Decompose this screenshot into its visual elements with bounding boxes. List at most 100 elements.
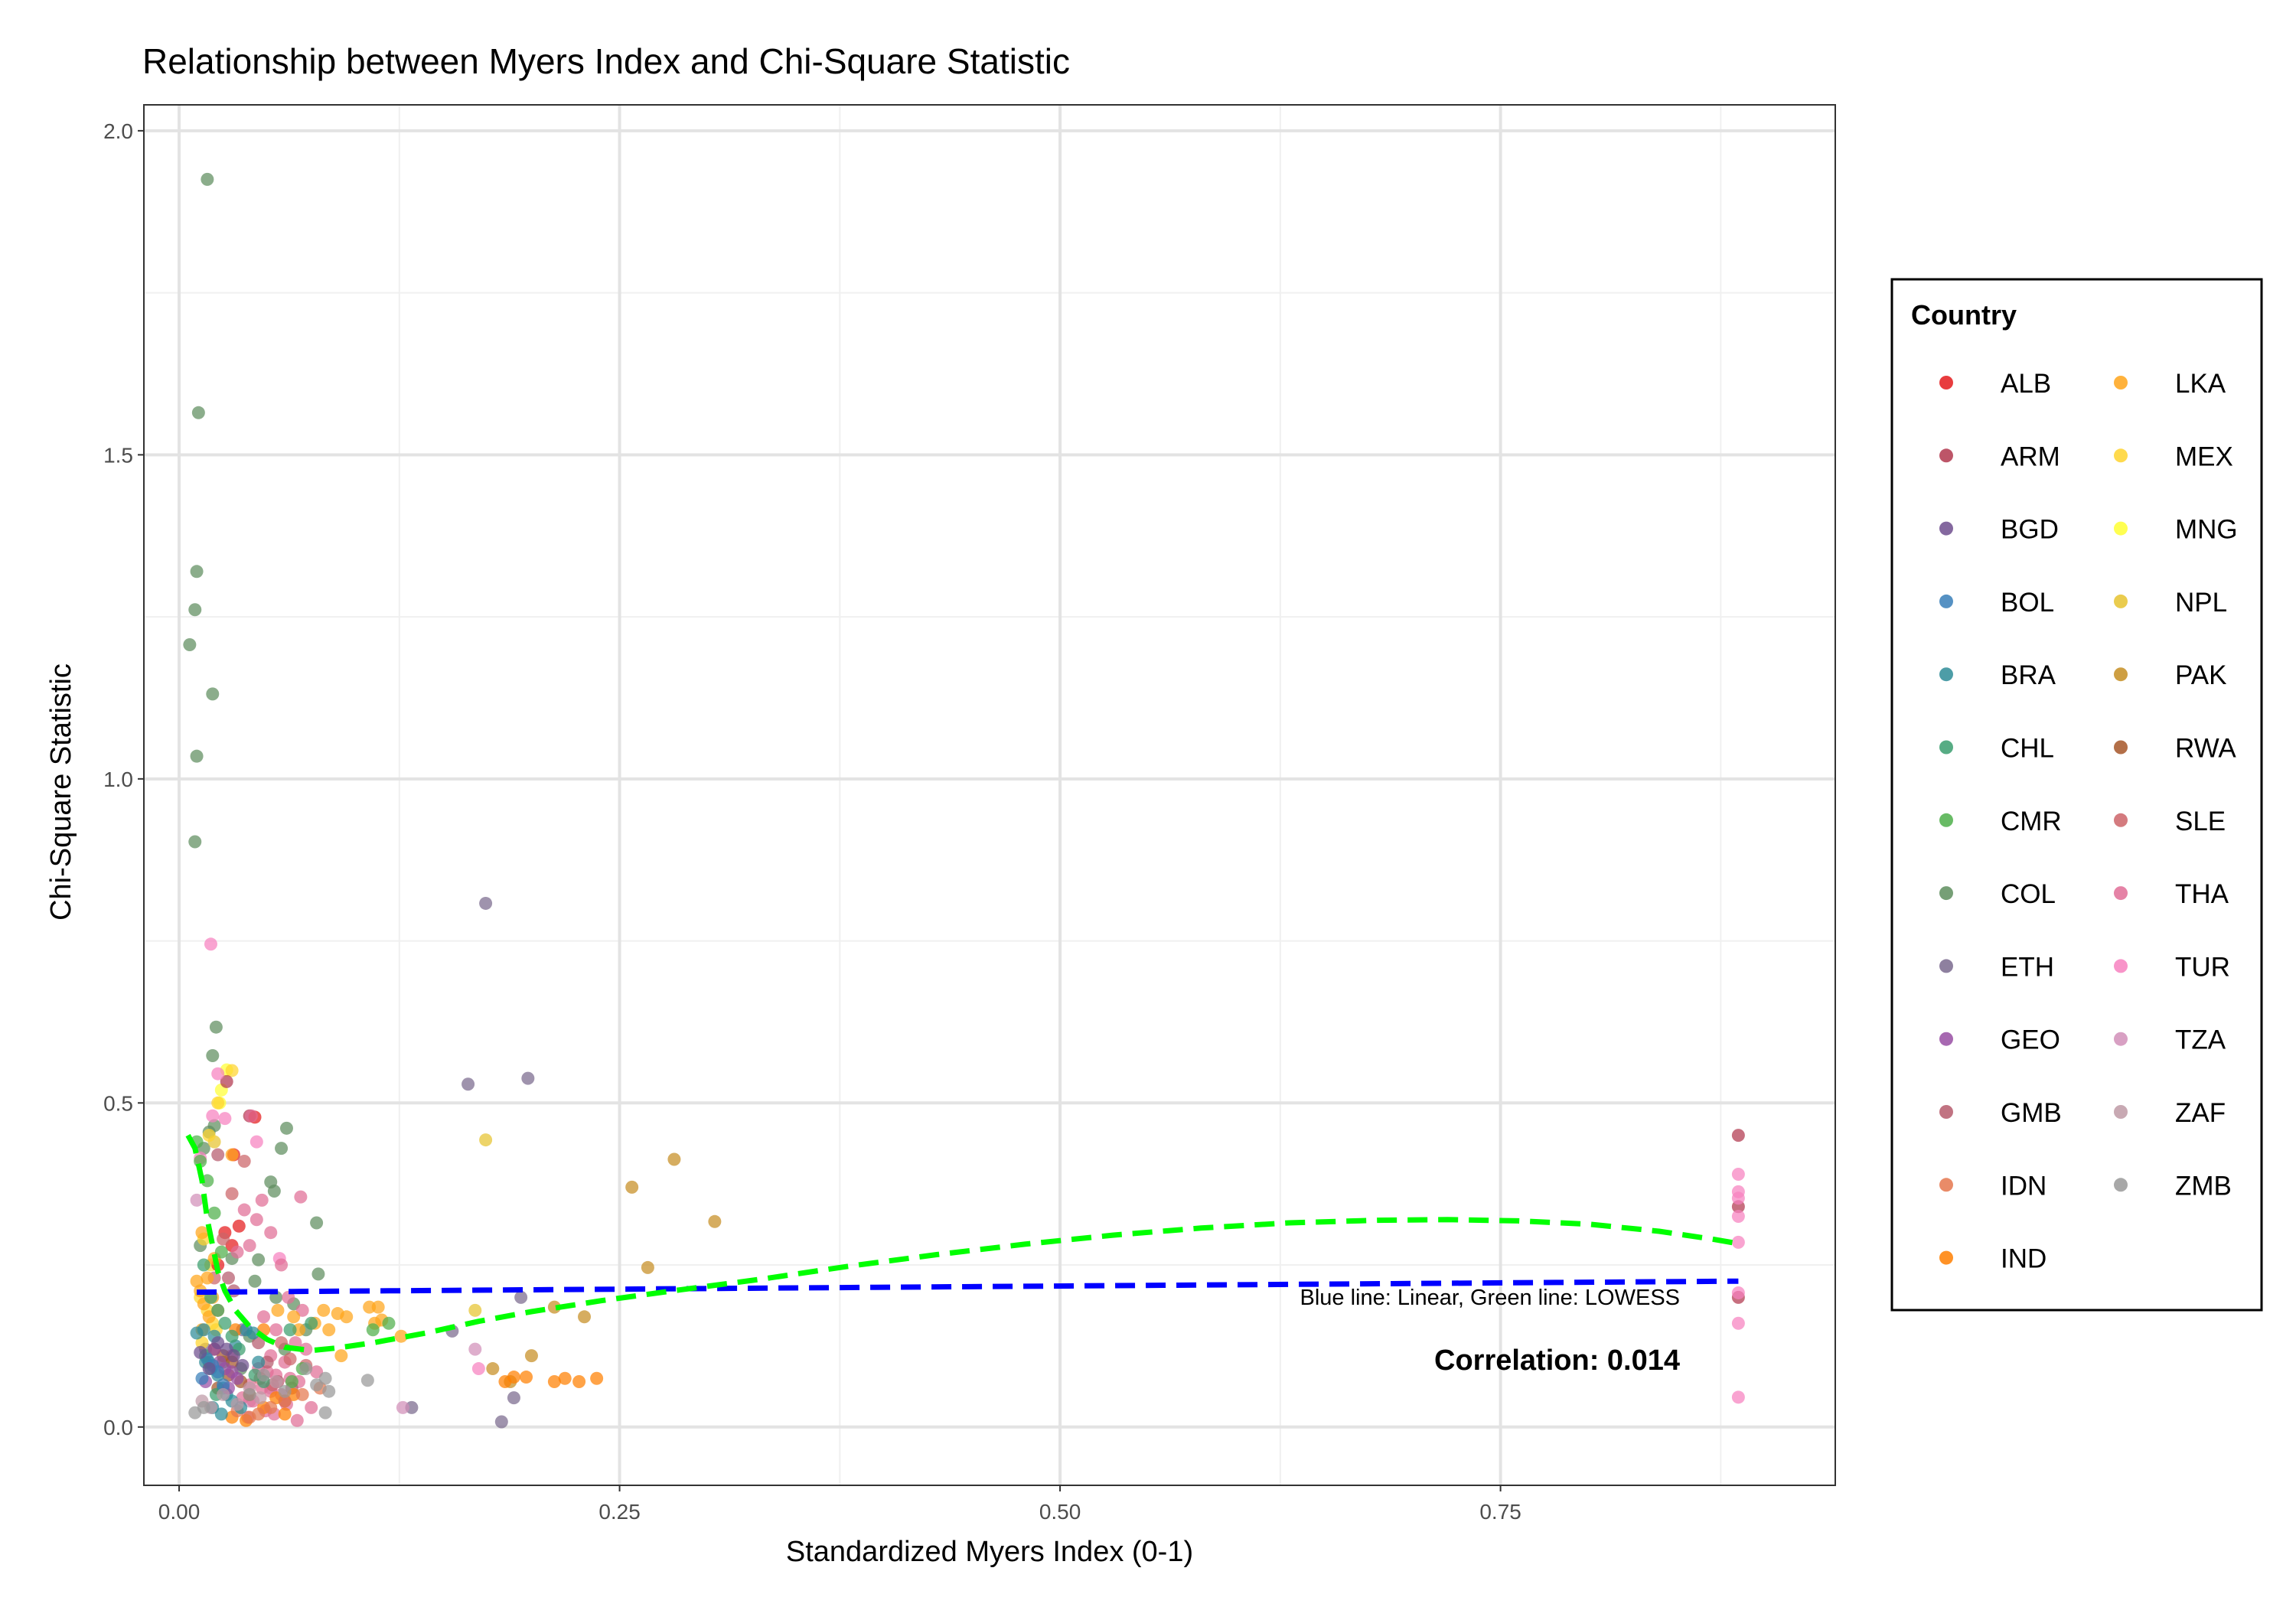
legend-item-tza: TZA	[2114, 1025, 2226, 1055]
data-point	[206, 1048, 220, 1062]
legend-key	[2114, 959, 2128, 973]
legend-key	[2114, 886, 2128, 901]
data-point	[1731, 1316, 1745, 1330]
data-point	[197, 1400, 210, 1414]
data-point	[197, 1258, 210, 1272]
x-tick-label: 0.00	[158, 1500, 201, 1524]
data-point	[279, 1121, 293, 1135]
y-tick-label: 0.0	[103, 1416, 133, 1439]
data-point	[1731, 1210, 1745, 1224]
data-point	[253, 1391, 267, 1405]
data-point	[255, 1193, 269, 1207]
legend-label: THA	[2175, 879, 2229, 909]
data-point	[524, 1349, 538, 1363]
legend-key	[1939, 667, 1953, 682]
legend-item-pak: PAK	[2114, 660, 2226, 690]
data-point	[275, 1336, 289, 1350]
y-tick-label: 1.0	[103, 768, 133, 791]
legend-label: BOL	[2001, 588, 2054, 618]
y-axis-ticks: 0.0 0.5 1.0 1.5 2.0	[103, 119, 144, 1439]
legend-key	[1939, 594, 1953, 608]
legend-key	[1939, 1250, 1953, 1265]
data-point	[486, 1362, 500, 1376]
data-point	[590, 1371, 604, 1385]
legend-item-gmb: GMB	[1939, 1098, 2062, 1128]
legend-item-bol: BOL	[1939, 588, 2054, 618]
data-point	[190, 1193, 204, 1207]
legend-label: GEO	[2001, 1025, 2060, 1055]
legend-item-bra: BRA	[1939, 660, 2056, 690]
data-point	[708, 1214, 722, 1228]
data-point	[188, 603, 202, 617]
legend-label: NPL	[2175, 588, 2227, 618]
legend-item-alb: ALB	[1939, 369, 2051, 399]
legend-item-tha: THA	[2114, 879, 2229, 909]
data-point	[264, 1400, 278, 1414]
data-point	[283, 1323, 297, 1337]
legend-item-mex: MEX	[2114, 442, 2233, 471]
legend-label: ZAF	[2175, 1098, 2226, 1128]
legend-items: ALB ARM BGD BOL BRA CHL CMR COL ETH GEO GMB IDN IND L…	[1939, 369, 2238, 1274]
legend-item-tur: TUR	[2114, 952, 2230, 982]
legend-item-sle: SLE	[2114, 807, 2226, 836]
data-point	[299, 1342, 313, 1356]
data-point	[190, 1326, 204, 1340]
data-point	[1731, 1191, 1745, 1205]
data-point	[311, 1267, 325, 1281]
data-point	[190, 1274, 204, 1288]
data-point	[211, 1148, 225, 1162]
data-point	[521, 1071, 535, 1085]
legend-label: MNG	[2175, 515, 2238, 545]
legend-key	[2114, 1105, 2128, 1119]
data-point	[243, 1387, 256, 1401]
legend-key	[1939, 521, 1953, 536]
legend-label: BRA	[2001, 660, 2056, 690]
data-point	[191, 406, 205, 419]
legend-item-idn: IDN	[1939, 1171, 2047, 1201]
series-bgd	[194, 1336, 249, 1376]
data-point	[558, 1371, 572, 1385]
fit-lines	[185, 1133, 1739, 1354]
data-point	[220, 1074, 233, 1088]
correlation-label: Correlation: 0.014	[1434, 1345, 1680, 1377]
data-point	[278, 1384, 292, 1398]
legend-item-mng: MNG	[2114, 515, 2238, 545]
legend-label: CHL	[2001, 734, 2054, 764]
lowess-fit-line	[185, 1133, 1739, 1354]
data-point	[498, 1374, 512, 1388]
data-point	[232, 1219, 246, 1233]
legend-key	[2114, 448, 2128, 463]
data-point	[207, 1206, 221, 1220]
data-point	[1731, 1286, 1745, 1299]
legend-label: IDN	[2001, 1171, 2047, 1201]
data-point	[230, 1245, 244, 1259]
data-point	[394, 1329, 408, 1343]
data-point	[202, 1129, 216, 1143]
data-point	[1731, 1129, 1745, 1143]
data-point	[201, 1271, 214, 1285]
data-point	[275, 1142, 289, 1156]
data-point	[547, 1300, 561, 1314]
legend-key	[1939, 959, 1953, 973]
legend-label: GMB	[2001, 1098, 2062, 1128]
plot-panel	[144, 105, 1835, 1485]
x-tick-label: 0.50	[1039, 1500, 1081, 1524]
data-point	[275, 1258, 289, 1272]
data-point	[217, 1387, 230, 1401]
data-point	[520, 1371, 533, 1384]
data-point	[206, 1109, 220, 1123]
data-point	[190, 749, 204, 763]
legend-item-eth: ETH	[1939, 952, 2054, 982]
linear-fit-line	[197, 1278, 1739, 1296]
data-point	[287, 1310, 301, 1324]
legend-key	[1939, 376, 1953, 390]
legend-item-col: COL	[1939, 879, 2056, 909]
data-point	[340, 1310, 354, 1324]
data-point	[244, 1109, 258, 1123]
legend-box	[1890, 278, 2263, 1312]
data-point	[295, 1387, 309, 1401]
data-point	[257, 1310, 271, 1324]
data-point	[294, 1190, 308, 1204]
data-point	[547, 1374, 561, 1388]
